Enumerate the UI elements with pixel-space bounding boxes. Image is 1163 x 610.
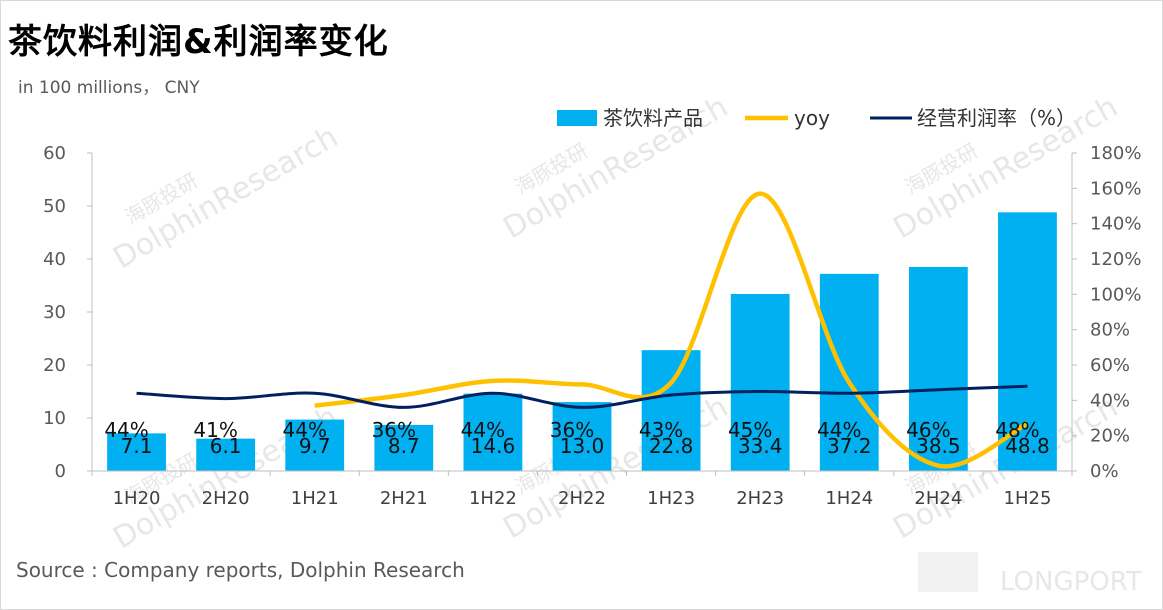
x-tick-label: 2H23: [736, 488, 784, 509]
longport-logo-text: LONGPORT: [1000, 567, 1142, 597]
x-tick-label: 2H22: [558, 488, 606, 509]
x-tick-label: 2H20: [202, 488, 250, 509]
bar-series: [107, 212, 1057, 472]
y-right-tick-label: 0%: [1090, 461, 1119, 482]
x-tick-label: 1H22: [469, 488, 517, 509]
y-left-tick-label: 40: [43, 249, 66, 270]
source-note: Source : Company reports, Dolphin Resear…: [16, 558, 465, 582]
bar-value-label: 8.7: [388, 434, 420, 458]
margin-value-label: 44%: [283, 418, 327, 442]
data-labels: 7.1 6.1 9.7 8.7 14.6 13.0 22.8 33.4 37.2 38.5 48.8…: [104, 418, 1049, 458]
y-right-tick-label: 180%: [1090, 143, 1141, 164]
x-tick-label: 2H24: [914, 488, 962, 509]
y-right-tick-label: 80%: [1090, 320, 1130, 341]
bar-value-label: 48.8: [1005, 434, 1050, 458]
legend-label-margin: 经营利润率（%）: [917, 106, 1076, 130]
bar-value-label: 33.4: [738, 434, 783, 458]
bar-value-label: 9.7: [299, 434, 331, 458]
margin-value-label: 44%: [817, 418, 861, 442]
margin-value-label: 46%: [906, 418, 950, 442]
margin-value-label: 36%: [550, 418, 594, 442]
yoy-line: [314, 191, 1029, 469]
y-right-tick-label: 160%: [1090, 178, 1141, 199]
y-right-tick-label: 20%: [1090, 426, 1130, 447]
y-right-tick-label: 60%: [1090, 355, 1130, 376]
margin-value-label: 43%: [639, 418, 683, 442]
bar-1H24: [819, 273, 879, 471]
bar-value-label: 7.1: [121, 434, 153, 458]
y-left-tick-label: 10: [43, 408, 66, 429]
longport-logo-mark: [918, 552, 978, 592]
y-left-tick-label: 50: [43, 196, 66, 217]
y-left-tick-label: 60: [43, 143, 66, 164]
margin-value-label: 44%: [461, 418, 505, 442]
legend-swatch-bar: [557, 110, 597, 126]
bar-1H22: [463, 393, 523, 471]
bar-2H20: [196, 438, 256, 471]
bar-1H20: [107, 433, 166, 471]
margin-value-label: 44%: [104, 418, 148, 442]
margin-value-label: 36%: [372, 418, 416, 442]
bar-value-label: 14.6: [471, 434, 516, 458]
margin-line: [136, 384, 1028, 409]
chart-title: 茶饮料利润&利润率变化: [8, 22, 389, 62]
longport-logo: LONGPORT: [918, 552, 1142, 597]
bar-2H21: [374, 424, 434, 471]
y-right-tick-label: 140%: [1090, 214, 1141, 235]
bar-value-label: 22.8: [649, 434, 694, 458]
bar-1H25: [998, 212, 1057, 472]
x-tick-label: 1H21: [291, 488, 339, 509]
x-tick-label: 1H23: [647, 488, 695, 509]
legend: 茶饮料产品 yoy 经营利润率（%）: [557, 106, 1076, 130]
x-tick-label: 1H20: [113, 488, 161, 509]
margin-value-label: 45%: [728, 418, 772, 442]
line-series: [136, 191, 1029, 469]
bar-1H23: [641, 350, 701, 471]
axes: 0 10 20 30 40 50 60 0% 20% 40% 60% 80% 100% 120% 140% 1…: [43, 143, 1141, 509]
y-left-tick-label: 30: [43, 302, 66, 323]
bar-1H21: [285, 419, 345, 471]
legend-label-yoy: yoy: [794, 106, 830, 130]
unit-note: in 100 millions， CNY: [18, 78, 200, 98]
bar-value-label: 6.1: [210, 434, 242, 458]
margin-value-label: 48%: [995, 418, 1039, 442]
margin-value-label: 41%: [193, 418, 237, 442]
bar-value-label: 13.0: [560, 434, 605, 458]
y-right-tick-label: 100%: [1090, 284, 1141, 305]
y-right-tick-label: 120%: [1090, 249, 1141, 270]
x-tick-label: 2H21: [380, 488, 428, 509]
y-left-tick-label: 0: [55, 461, 66, 482]
bar-value-label: 37.2: [827, 434, 872, 458]
x-tick-label: 1H25: [1004, 488, 1052, 509]
bar-2H22: [552, 402, 612, 471]
y-right-tick-label: 40%: [1090, 390, 1130, 411]
y-left-tick-label: 20: [43, 355, 66, 376]
legend-label-bar: 茶饮料产品: [603, 106, 703, 130]
x-tick-label: 1H24: [825, 488, 873, 509]
bar-2H24: [908, 266, 968, 471]
bar-2H23: [730, 293, 790, 471]
bar-value-label: 38.5: [916, 434, 961, 458]
